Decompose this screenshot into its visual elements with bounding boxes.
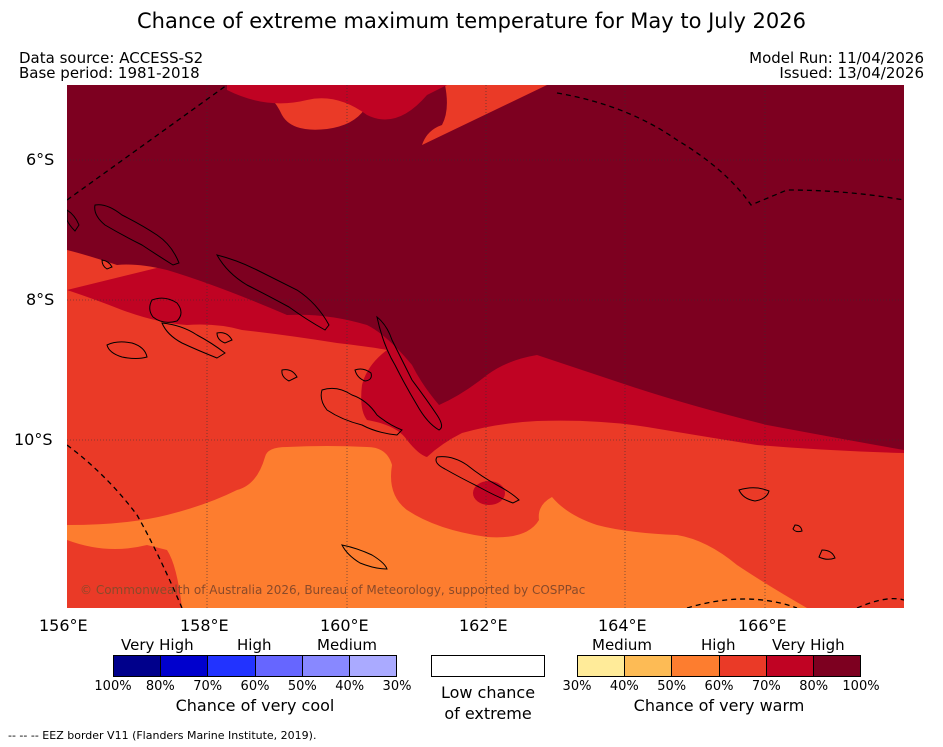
warm-tick-label: 50%	[657, 679, 687, 694]
warm-tick-label: 100%	[842, 679, 880, 694]
low-chance-swatch	[431, 655, 545, 677]
warm-tick-label: 80%	[799, 679, 829, 694]
zone-80-100	[67, 85, 904, 450]
zone-50-60	[67, 446, 807, 608]
warm-header-high: High	[701, 636, 736, 654]
lat-label-8s: 8°S	[26, 290, 55, 309]
footer-note: -- -- -- EEZ border V11 (Flanders Marine…	[8, 729, 317, 742]
cool-tick-label: 80%	[145, 679, 175, 694]
warm-header-very-high: Very High	[772, 636, 845, 654]
header-left: Data source: ACCESS-S2 Base period: 1981…	[19, 51, 203, 81]
lon-label-166e: 166°E	[738, 616, 787, 635]
lon-label-158e: 158°E	[180, 616, 229, 635]
cool-swatch	[161, 656, 209, 676]
warm-caption: Chance of very warm	[633, 696, 805, 715]
lat-label-6s: 6°S	[26, 150, 55, 169]
graticule	[67, 85, 904, 608]
lat-label-10s: 10°S	[14, 430, 53, 449]
warm-tick-label: 60%	[704, 679, 734, 694]
warm-tick-label: 40%	[609, 679, 639, 694]
warm-header-medium: Medium	[592, 636, 652, 654]
map-panel[interactable]	[67, 85, 904, 608]
warm-swatch	[672, 656, 720, 676]
zone-70-80-north	[227, 85, 447, 120]
cool-tick-label: 40%	[335, 679, 365, 694]
lon-label-160e: 160°E	[320, 616, 369, 635]
zone-70-80-blob	[473, 481, 505, 505]
header-right: Model Run: 11/04/2026 Issued: 13/04/2026	[749, 51, 924, 81]
warm-swatch	[625, 656, 673, 676]
cool-tick-label: 30%	[382, 679, 412, 694]
cool-header-medium: Medium	[317, 636, 377, 654]
cool-swatch	[114, 656, 162, 676]
cool-colorbar	[113, 655, 397, 677]
warm-tick-label: 70%	[751, 679, 781, 694]
warm-colorbar	[577, 655, 861, 677]
map-copyright: © Commonwealth of Australia 2026, Bureau…	[80, 583, 586, 597]
cool-swatch	[302, 656, 350, 676]
cool-tick-label: 60%	[240, 679, 270, 694]
cool-swatch	[255, 656, 303, 676]
low-chance-label: Low chance of extreme	[420, 682, 556, 724]
cool-header-high: High	[237, 636, 272, 654]
islands	[67, 204, 836, 570]
lon-label-156e: 156°E	[39, 616, 88, 635]
chart-title: Chance of extreme maximum temperature fo…	[136, 9, 806, 33]
cool-tick-label: 100%	[94, 679, 132, 694]
base-period: Base period: 1981-2018	[19, 64, 200, 82]
warm-swatch	[766, 656, 814, 676]
map-svg	[67, 85, 904, 608]
eez-borders	[67, 85, 904, 608]
cool-header-very-high: Very High	[121, 636, 194, 654]
warm-swatch	[578, 656, 626, 676]
cool-tick-label: 70%	[193, 679, 223, 694]
low-chance-line1: Low chance	[440, 683, 536, 702]
cool-caption: Chance of very cool	[175, 696, 335, 715]
warm-tick-label: 30%	[562, 679, 592, 694]
model-run: Model Run: 11/04/2026	[749, 49, 924, 67]
cool-tick-label: 50%	[287, 679, 317, 694]
warm-swatch	[719, 656, 767, 676]
issued-date: Issued: 13/04/2026	[779, 64, 924, 82]
lon-label-164e: 164°E	[598, 616, 647, 635]
cool-swatch	[208, 656, 256, 676]
warm-swatch	[813, 656, 861, 676]
cool-swatch	[349, 656, 397, 676]
data-source: Data source: ACCESS-S2	[19, 49, 204, 67]
lon-label-162e: 162°E	[459, 616, 508, 635]
low-chance-line2: of extreme	[444, 704, 532, 723]
